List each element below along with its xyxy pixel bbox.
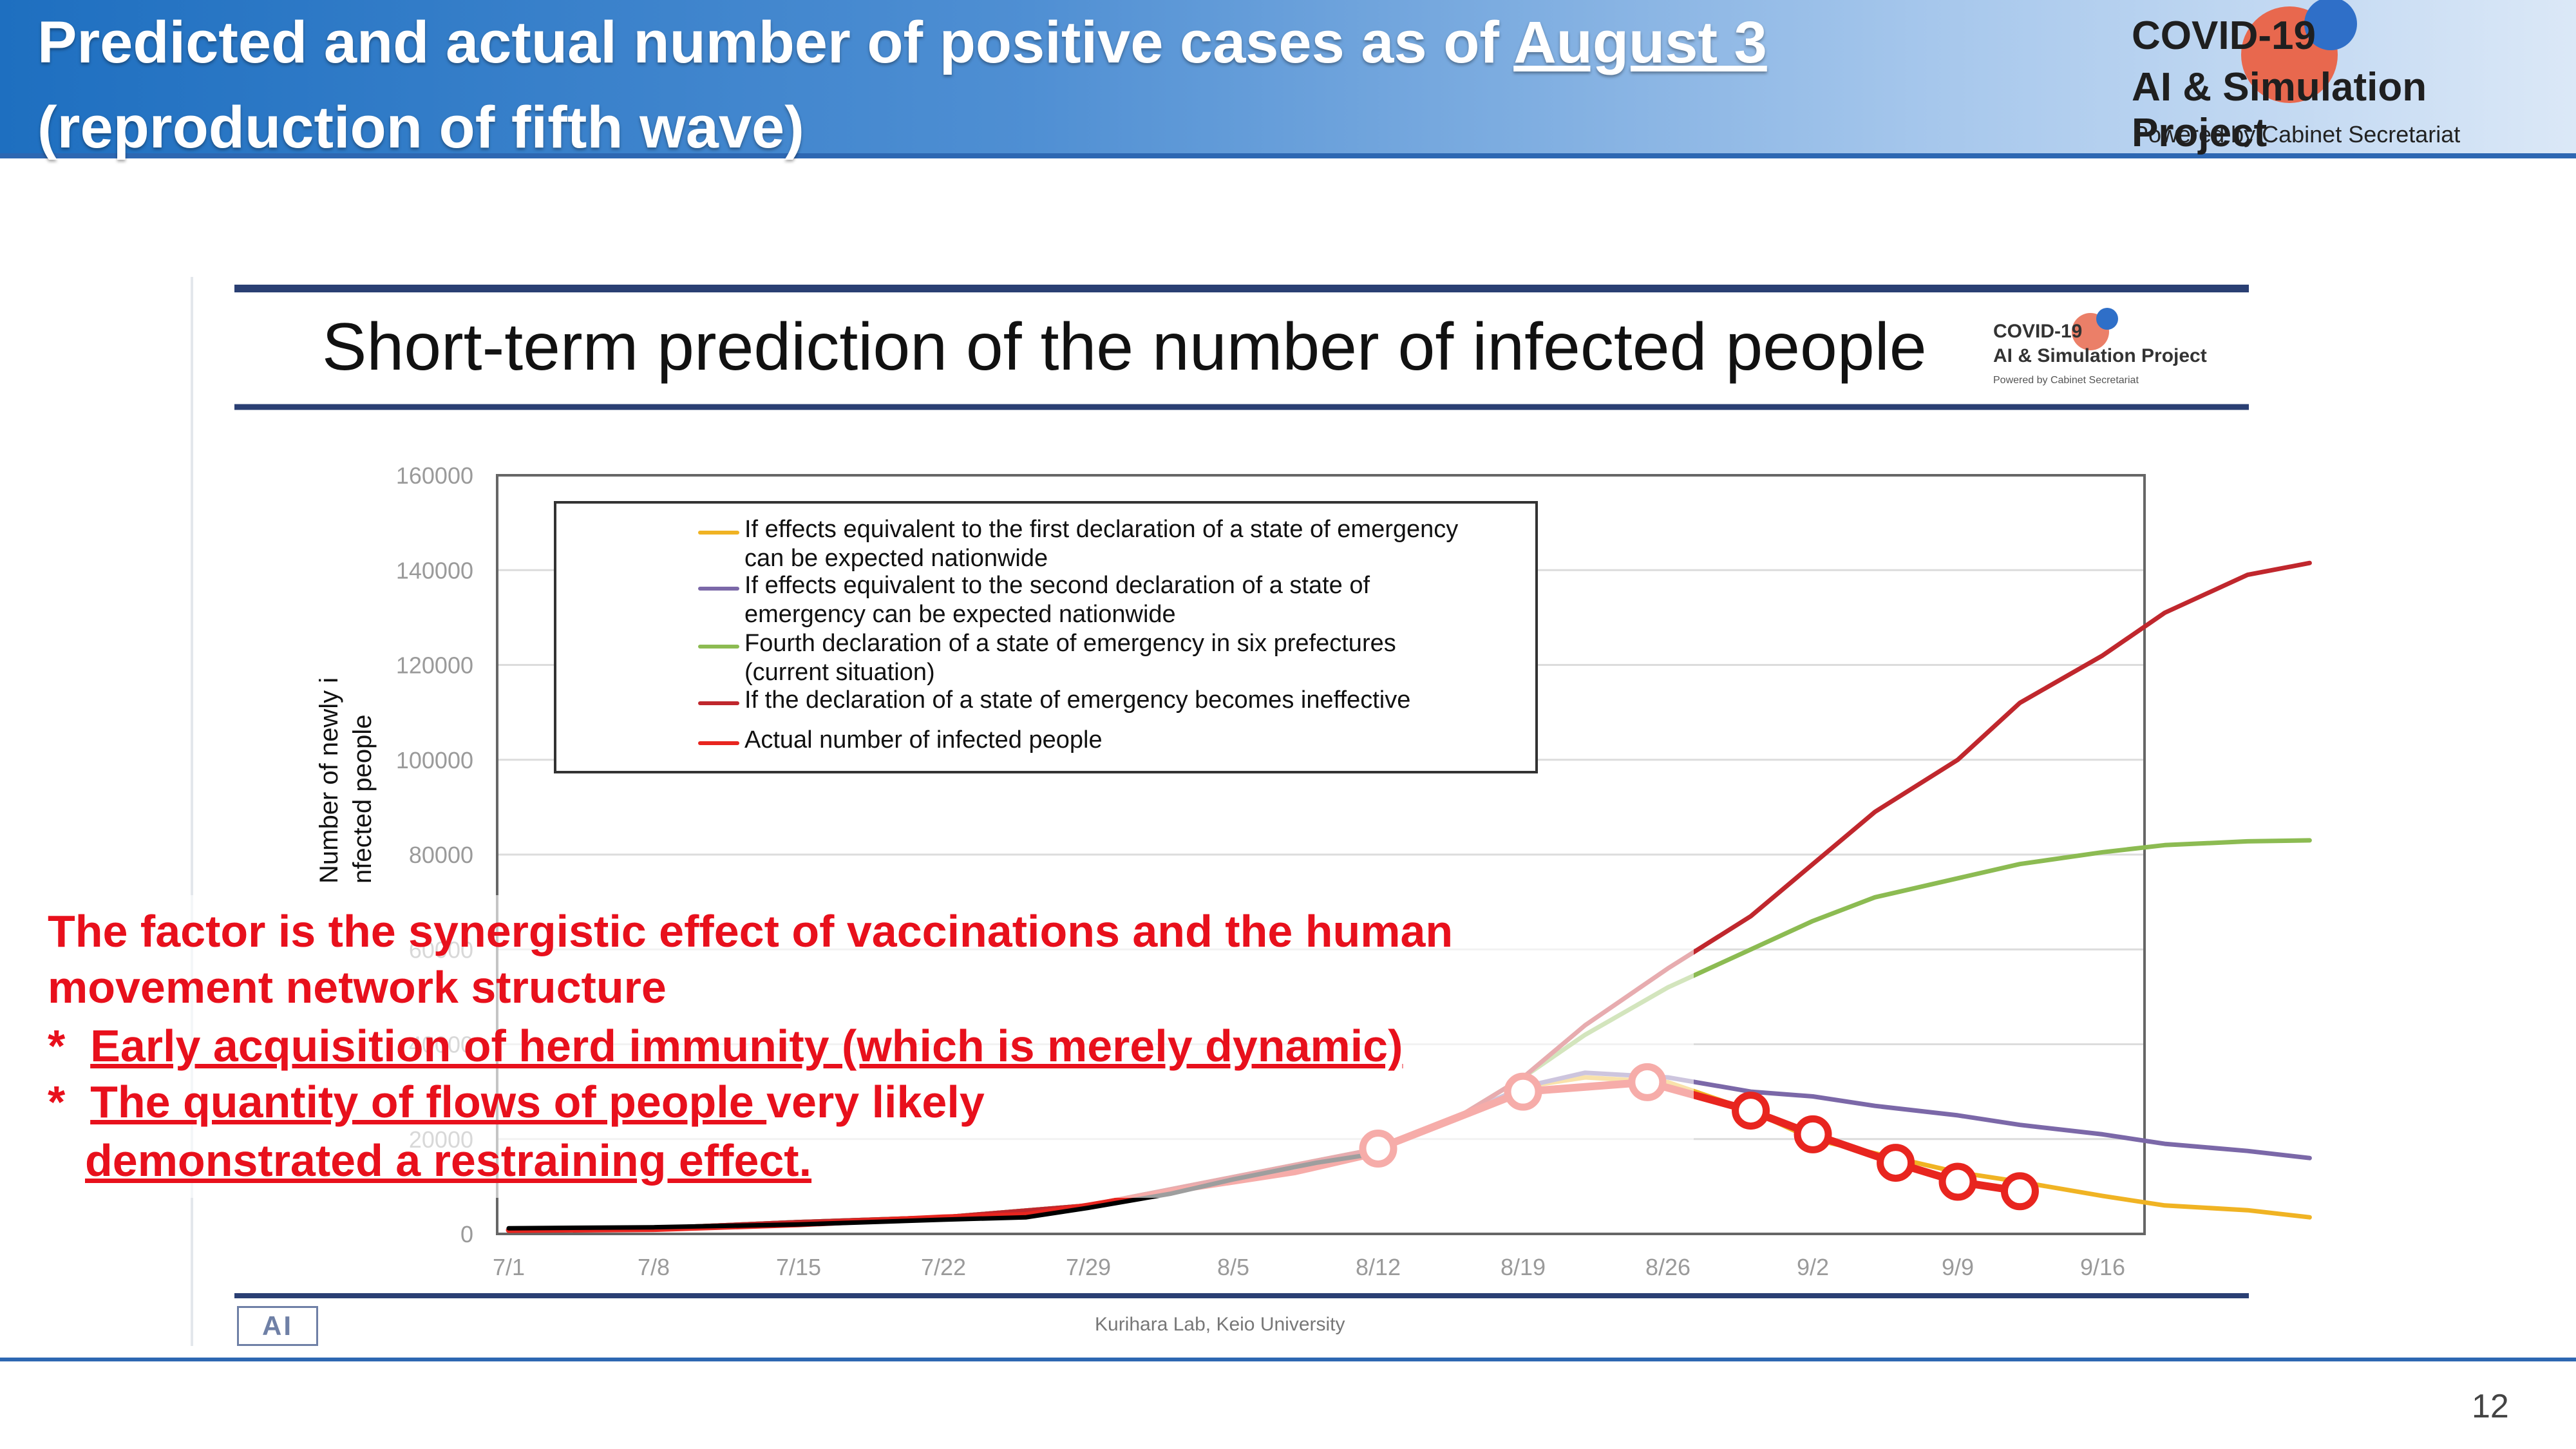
x-tick-label: 8/26 xyxy=(1645,1254,1690,1280)
legend-label: If effects equivalent to the second decl… xyxy=(744,571,1517,629)
inner-logo-line1: COVID-19 xyxy=(1993,321,2083,342)
y-tick-label: 160000 xyxy=(396,462,473,489)
y-axis-label: Number of newly i nfected people xyxy=(314,676,392,884)
x-tick-label: 9/2 xyxy=(1797,1254,1829,1280)
legend-label-line: Fourth declaration of a state of emergen… xyxy=(744,630,1396,657)
y-axis-label-svg: Number of newly i nfected people xyxy=(315,677,377,884)
annotation-backdrop xyxy=(26,895,1694,1198)
x-tick-label: 7/22 xyxy=(921,1254,966,1280)
legend-swatch xyxy=(698,587,739,591)
legend-swatch xyxy=(698,531,739,535)
x-tick-label: 7/8 xyxy=(638,1254,670,1280)
inner-logo-line3: Powered by Cabinet Secretariat xyxy=(1993,375,2139,386)
inner-logo-line2: AI & Simulation Project xyxy=(1993,345,2207,366)
legend-label: If effects equivalent to the first decla… xyxy=(744,515,1517,573)
y-axis-label-line2: nfected people xyxy=(348,715,377,884)
bullet1-text: Early acquisition of herd immunity (whic… xyxy=(90,1021,1403,1071)
x-tick-label: 9/16 xyxy=(2080,1254,2125,1280)
annotation-bullet2-line2: demonstrated a restraining effect. xyxy=(85,1132,811,1189)
y-tick-label: 80000 xyxy=(409,842,473,868)
title-date: August 3 xyxy=(1513,10,1767,75)
title-line2: (reproduction of fifth wave) xyxy=(37,95,804,160)
legend-label: Fourth declaration of a state of emergen… xyxy=(744,629,1517,687)
page-number: 12 xyxy=(2472,1388,2509,1425)
legend-label-line: If the declaration of a state of emergen… xyxy=(744,687,1411,714)
inner-slide-frame xyxy=(191,277,193,1346)
legend-swatch xyxy=(698,645,739,649)
legend-label-line: can be expected nationwide xyxy=(744,545,1048,572)
footer-divider xyxy=(0,1358,2576,1361)
legend-label: Actual number of infected people xyxy=(744,726,1517,755)
y-axis-label-line1: Number of newly i xyxy=(315,677,343,884)
x-tick-label: 8/12 xyxy=(1356,1254,1401,1280)
inner-logo: COVID-19 AI & Simulation Project Powered… xyxy=(1993,308,2251,399)
legend-swatch xyxy=(698,701,739,705)
logo-blue-circle-icon xyxy=(2304,0,2357,50)
y-tick-label: 0 xyxy=(460,1221,473,1247)
chart-credit: Kurihara Lab, Keio University xyxy=(1095,1314,1345,1335)
bullet2-underlined: The quantity of flows of people xyxy=(90,1077,767,1127)
chart-legend: If effects equivalent to the first decla… xyxy=(554,501,1538,773)
logo-line2: AI & Simulation Project xyxy=(2132,65,2427,155)
y-tick-label: 100000 xyxy=(396,747,473,773)
y-tick-label: 120000 xyxy=(396,652,473,679)
x-tick-label: 9/9 xyxy=(1942,1254,1974,1280)
logo-line3: Powered by Cabinet Secretariat xyxy=(2133,121,2461,147)
legend-label: If the declaration of a state of emergen… xyxy=(744,686,1517,715)
x-tick-label: 7/29 xyxy=(1066,1254,1111,1280)
actual-data-marker xyxy=(1938,1162,1977,1201)
lab-badge: AI xyxy=(237,1306,318,1346)
bullet2-line2-text: demonstrated a restraining effect. xyxy=(85,1135,812,1186)
logo-line1: COVID-19 xyxy=(2132,14,2316,58)
legend-label-line: Actual number of infected people xyxy=(744,726,1103,753)
legend-label-line: If effects equivalent to the first decla… xyxy=(744,516,1459,543)
legend-swatch xyxy=(698,741,739,745)
x-tick-label: 8/19 xyxy=(1501,1254,1546,1280)
x-tick-label: 7/15 xyxy=(776,1254,821,1280)
y-tick-label: 140000 xyxy=(396,557,473,583)
annotation-line1: The factor is the synergistic effect of … xyxy=(48,906,1454,956)
bullet2-rest: very likely xyxy=(766,1077,985,1127)
legend-label-line: If effects equivalent to the second decl… xyxy=(744,572,1370,599)
project-logo: COVID-19 AI & Simulation Project Powered… xyxy=(2132,0,2570,155)
annotation-line2: movement network structure xyxy=(48,962,667,1012)
inner-logo-blue-circle-icon xyxy=(2096,308,2118,330)
actual-data-marker xyxy=(1877,1144,1915,1182)
annotation-bullet2: * The quantity of flows of people very l… xyxy=(48,1074,985,1130)
plot-area xyxy=(496,474,2146,1235)
actual-data-marker xyxy=(1794,1115,1832,1153)
x-tick-label: 7/1 xyxy=(493,1254,525,1280)
x-tick-labels: 7/1 7/8 7/15 7/22 7/29 8/5 8/12 8/19 8/26 9/2 9/9 9… xyxy=(493,1254,2125,1280)
x-tick-label: 8/5 xyxy=(1217,1254,1249,1280)
header-bar xyxy=(0,0,2576,155)
legend-label-line: emergency can be expected nationwide xyxy=(744,601,1176,628)
actual-data-marker xyxy=(2000,1172,2039,1211)
bullet2-star: * xyxy=(48,1077,66,1127)
header-divider xyxy=(0,153,2576,158)
actual-data-marker xyxy=(1732,1092,1770,1130)
slide-title: Predicted and actual number of positive … xyxy=(37,0,2066,170)
chart-title: Short-term prediction of the number of i… xyxy=(322,310,1927,384)
title-line1-prefix: Predicted and actual number of positive … xyxy=(37,10,1514,75)
bullet1-star: * xyxy=(48,1021,66,1071)
annotation-bullet1: * Early acquisition of herd immunity (wh… xyxy=(48,1018,1403,1074)
legend-label-line: (current situation) xyxy=(744,659,935,686)
